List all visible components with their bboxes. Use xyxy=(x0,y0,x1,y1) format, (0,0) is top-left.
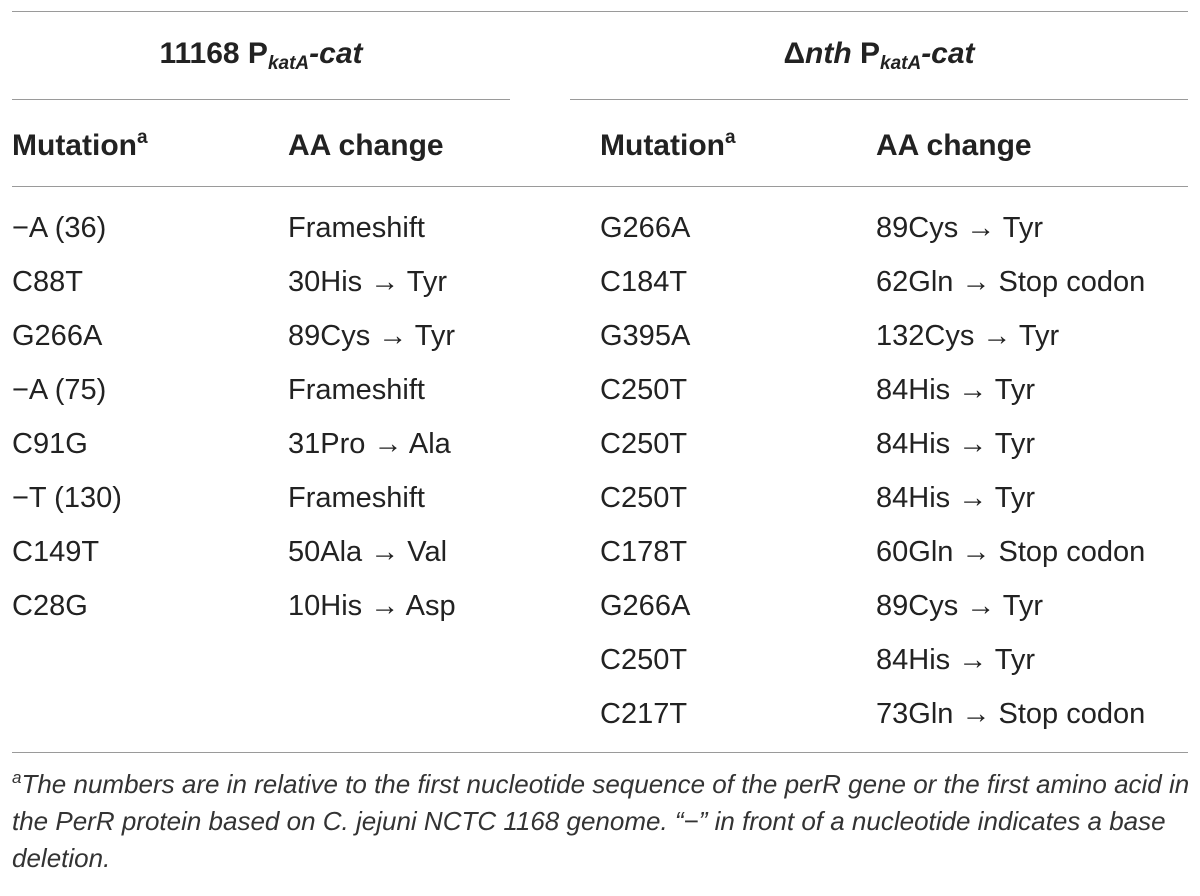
group-2-underline xyxy=(570,99,1188,100)
g2-row-3-aa-change: 132Cys → Tyr xyxy=(876,320,1060,352)
g1-row-1-mutation: −A (36) xyxy=(12,212,107,244)
group-2-mutation-header-label: Mutation xyxy=(600,129,725,162)
group-2-title-prefix: Δ xyxy=(783,37,805,70)
group-2-title-suffix: -cat xyxy=(921,37,975,70)
g2-row-6-aa-change: 84His → Tyr xyxy=(876,482,1036,514)
g1-row-2-mutation: C88T xyxy=(12,266,83,298)
g2-row-10-aa-change: 73Gln → Stop codon xyxy=(876,698,1146,730)
g1-row-7-aa-change: 50Ala → Val xyxy=(288,536,448,568)
g2-row-4-mutation: C250T xyxy=(600,374,688,406)
g2-row-6-mutation: C250T xyxy=(600,482,688,514)
group-2-title: Δnth PkatA-cat xyxy=(570,32,1188,76)
g1-row-6-aa-change: Frameshift xyxy=(288,482,425,514)
group-1-title-main: 11168 P xyxy=(159,37,268,70)
g2-row-2-mutation: C184T xyxy=(600,266,688,298)
g2-row-4-aa-change: 84His → Tyr xyxy=(876,374,1036,406)
footnote-text: The numbers are in relative to the first… xyxy=(12,769,1190,873)
group-1-title-sub: katA xyxy=(267,53,310,74)
group-2-title-main: P xyxy=(851,37,880,70)
group-1-aa-change-header-label: AA change xyxy=(288,129,444,162)
g1-row-3-aa-change: 89Cys → Tyr xyxy=(288,320,456,352)
footnote-marker: a xyxy=(12,768,22,787)
group-2-mutation-header: Mutationa xyxy=(600,124,736,168)
group-2-mutation-header-sup: a xyxy=(724,127,736,148)
g1-row-4-mutation: −A (75) xyxy=(12,374,107,406)
g1-row-7-mutation: C149T xyxy=(12,536,100,568)
g1-row-8-mutation: C28G xyxy=(12,590,88,622)
group-2-title-sub: katA xyxy=(880,53,922,74)
group-2-aa-change-header: AA change xyxy=(876,124,1032,168)
g2-row-5-aa-change: 84His → Tyr xyxy=(876,428,1036,460)
group-1-mutation-header-sup: a xyxy=(136,127,148,148)
group-1-mutation-header: Mutationa xyxy=(12,124,148,168)
g2-row-1-aa-change: 89Cys → Tyr xyxy=(876,212,1044,244)
group-1-aa-change-header: AA change xyxy=(288,124,444,168)
g2-row-5-mutation: C250T xyxy=(600,428,688,460)
table-bottom-rule xyxy=(12,752,1188,753)
group-2-title-italic: nth xyxy=(805,37,852,70)
g1-row-3-mutation: G266A xyxy=(12,320,103,352)
g2-row-7-aa-change: 60Gln → Stop codon xyxy=(876,536,1146,568)
table-footnote: aThe numbers are in relative to the firs… xyxy=(12,766,1192,877)
g2-row-8-aa-change: 89Cys → Tyr xyxy=(876,590,1044,622)
group-2-aa-change-header-label: AA change xyxy=(876,129,1032,162)
g2-row-1-mutation: G266A xyxy=(600,212,691,244)
g1-row-6-mutation: −T (130) xyxy=(12,482,122,514)
header-bottom-rule xyxy=(12,186,1188,187)
g2-row-3-mutation: G395A xyxy=(600,320,691,352)
table-top-rule xyxy=(12,11,1188,12)
g1-row-2-aa-change: 30His → Tyr xyxy=(288,266,448,298)
g1-row-4-aa-change: Frameshift xyxy=(288,374,425,406)
g1-row-5-mutation: C91G xyxy=(12,428,88,460)
g2-row-8-mutation: G266A xyxy=(600,590,691,622)
group-1-title: 11168 PkatA-cat xyxy=(12,32,510,76)
g2-row-9-mutation: C250T xyxy=(600,644,688,676)
g2-row-2-aa-change: 62Gln → Stop codon xyxy=(876,266,1146,298)
g1-row-8-aa-change: 10His → Asp xyxy=(288,590,456,622)
g2-row-7-mutation: C178T xyxy=(600,536,688,568)
group-1-mutation-header-label: Mutation xyxy=(12,129,137,162)
group-1-underline xyxy=(12,99,510,100)
g1-row-5-aa-change: 31Pro → Ala xyxy=(288,428,451,460)
g1-row-1-aa-change: Frameshift xyxy=(288,212,425,244)
group-1-title-suffix: -cat xyxy=(309,37,363,70)
g2-row-9-aa-change: 84His → Tyr xyxy=(876,644,1036,676)
g2-row-10-mutation: C217T xyxy=(600,698,688,730)
